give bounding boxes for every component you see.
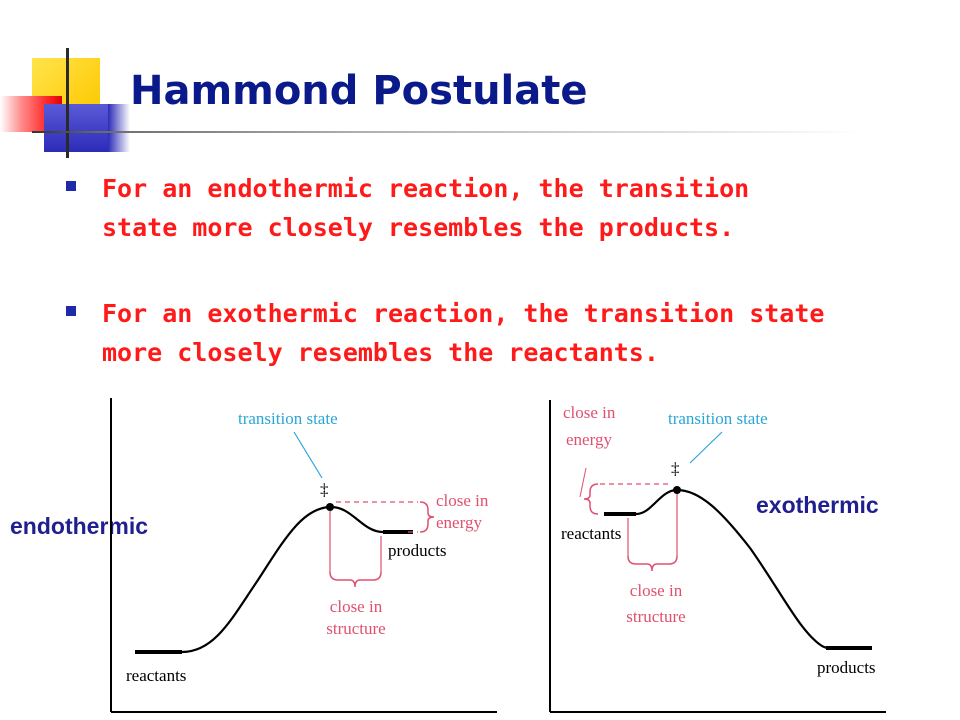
exothermic-ts-symbol: ‡ [671,459,680,478]
endothermic-structure-note-line1: close in [330,597,383,616]
endothermic-energy-note-line1: close in [436,491,489,510]
endothermic-ts-symbol: ‡ [320,480,329,499]
bullet-square-icon [66,306,76,316]
exothermic-energy-note-line2: energy [566,430,612,449]
endothermic-transition-state-dot [326,503,334,511]
slide-title: Hammond Postulate [130,68,588,114]
exothermic-structure-note-line2: structure [626,607,685,626]
endothermic-structure-brace [329,571,382,588]
endothermic-ts-pointer [293,431,323,479]
bullet-square-icon [66,181,76,191]
title-underline [32,131,862,133]
exothermic-ts-pointer [689,431,723,464]
exothermic-transition-state-dot [673,486,681,494]
decorative-vertical-line [66,48,69,158]
endothermic-energy-brace [419,501,435,533]
endothermic-products-label: products [388,541,447,560]
decorative-blue-square [44,104,108,152]
endothermic-structure-note-line2: structure [326,619,385,638]
bullet-text: For an exothermic reaction, the transiti… [102,299,825,367]
exothermic-energy-brace [583,483,599,515]
exothermic-reactants-label: reactants [561,524,621,543]
bullet-exothermic: For an exothermic reaction, the transiti… [66,294,946,372]
exothermic-structure-note-line1: close in [630,581,683,600]
exothermic-structure-brace [627,555,678,572]
endothermic-reactants-label: reactants [126,666,186,685]
exothermic-products-label: products [817,658,876,677]
endothermic-reaction-curve [181,505,384,654]
exothermic-label: exothermic [756,492,879,518]
decorative-blue-fade [108,104,130,152]
endothermic-energy-note-line2: energy [436,513,482,532]
exothermic-energy-pointer [579,467,587,498]
bullet-text: For an endothermic reaction, the transit… [102,174,750,242]
endothermic-diagram: ‡ transition state close in energy close… [110,398,497,713]
exothermic-energy-note-line1: close in [563,403,616,422]
endothermic-label: endothermic [10,513,149,539]
endothermic-transition-state-label: transition state [238,409,338,428]
exothermic-transition-state-label: transition state [668,409,768,428]
bullet-endothermic: For an endothermic reaction, the transit… [66,169,946,247]
exothermic-diagram: ‡ transition state close in energy close… [549,400,886,713]
exothermic-reaction-curve [635,488,829,650]
